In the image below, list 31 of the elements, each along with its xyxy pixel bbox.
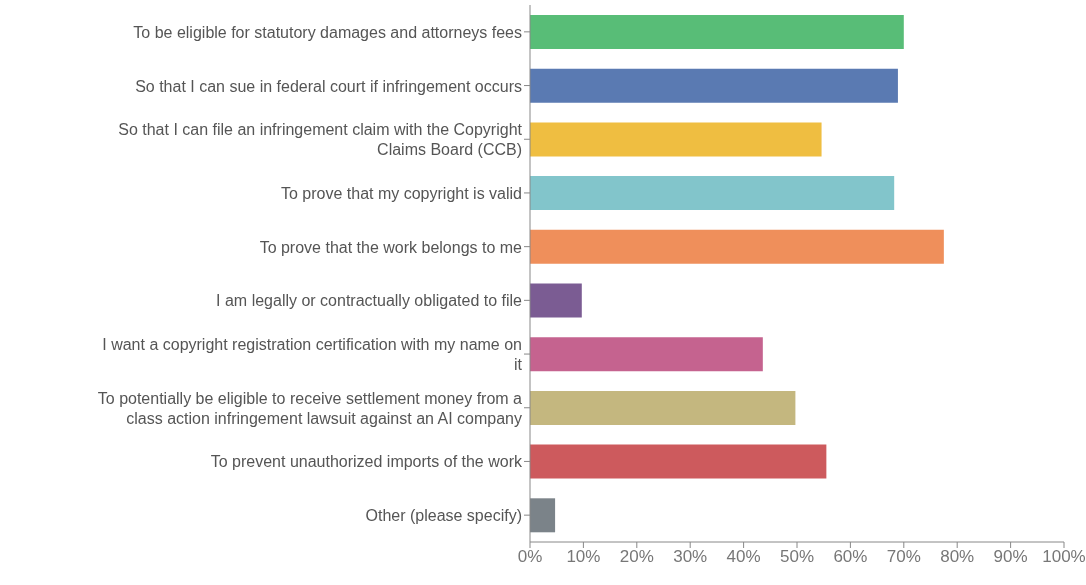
bar bbox=[530, 122, 822, 157]
y-tick-label: So that I can sue in federal court if infringement occurs bbox=[135, 77, 522, 95]
y-tick-label: To prove that the work belongs to me bbox=[259, 238, 523, 256]
bar bbox=[530, 68, 898, 103]
y-tick-label: I am legally or contractually obligated to file bbox=[216, 291, 523, 309]
y-tick-label: To be eligible for statutory damages and attorneys fees bbox=[133, 23, 522, 41]
y-tick-label: To prevent unauthorized imports of the work bbox=[210, 452, 523, 470]
bar bbox=[530, 498, 556, 533]
x-tick-label: 20% bbox=[619, 547, 654, 567]
x-tick-label: 50% bbox=[779, 547, 815, 567]
y-tick-label: I want a copyright registration certification with my name on it bbox=[102, 335, 523, 373]
x-tick-label: 80% bbox=[940, 547, 975, 567]
x-tick-label: 40% bbox=[726, 547, 761, 567]
y-tick-label: To prove that my copyright is valid bbox=[281, 184, 522, 202]
bar bbox=[530, 444, 827, 479]
y-tick-label: So that I can file an infringement claim with the Copyright Claims Board (CCB) bbox=[118, 120, 523, 158]
x-tick-label: 100% bbox=[1042, 547, 1086, 567]
y-tick-label: Other (please specify) bbox=[365, 506, 522, 524]
x-tick-label: 30% bbox=[673, 547, 708, 567]
y-tick-label: To potentially be eligible to receive settlement money from a class action infringement lawsuit against an AI company bbox=[97, 389, 523, 427]
x-tick-label: 0% bbox=[517, 547, 543, 567]
bar bbox=[530, 337, 763, 372]
x-tick-label: 60% bbox=[833, 547, 868, 567]
bar bbox=[530, 390, 796, 425]
bar bbox=[530, 176, 895, 211]
bar bbox=[530, 229, 944, 264]
bar bbox=[530, 15, 904, 49]
x-tick-label: 10% bbox=[566, 547, 601, 567]
x-tick-label: 90% bbox=[993, 547, 1028, 567]
x-tick-label: 70% bbox=[886, 547, 921, 567]
bar bbox=[530, 283, 582, 318]
